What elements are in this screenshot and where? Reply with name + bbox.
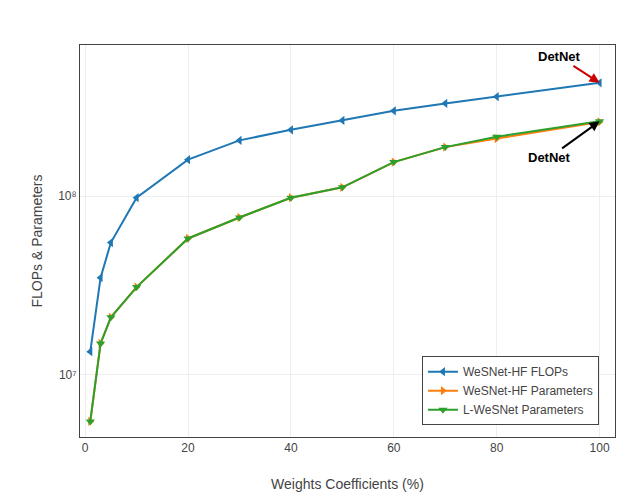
svg-text:WeSNet-HF Parameters: WeSNet-HF Parameters (463, 384, 593, 398)
svg-text:40: 40 (284, 441, 298, 455)
svg-text:FLOPs & Parameters: FLOPs & Parameters (29, 174, 45, 307)
svg-text:0: 0 (82, 441, 89, 455)
svg-text:60: 60 (387, 441, 401, 455)
svg-text:DetNet: DetNet (538, 49, 581, 64)
svg-text:L-WeSNet Parameters: L-WeSNet Parameters (463, 403, 584, 417)
svg-text:10⁸: 10⁸ (58, 189, 76, 203)
svg-text:DetNet: DetNet (528, 150, 571, 165)
svg-text:WeSNet-HF FLOPs: WeSNet-HF FLOPs (463, 365, 568, 379)
svg-text:10⁷: 10⁷ (59, 368, 77, 382)
svg-text:Weights Coefficients (%): Weights Coefficients (%) (271, 476, 424, 492)
svg-text:20: 20 (181, 441, 195, 455)
svg-text:80: 80 (490, 441, 504, 455)
svg-text:100: 100 (590, 441, 610, 455)
